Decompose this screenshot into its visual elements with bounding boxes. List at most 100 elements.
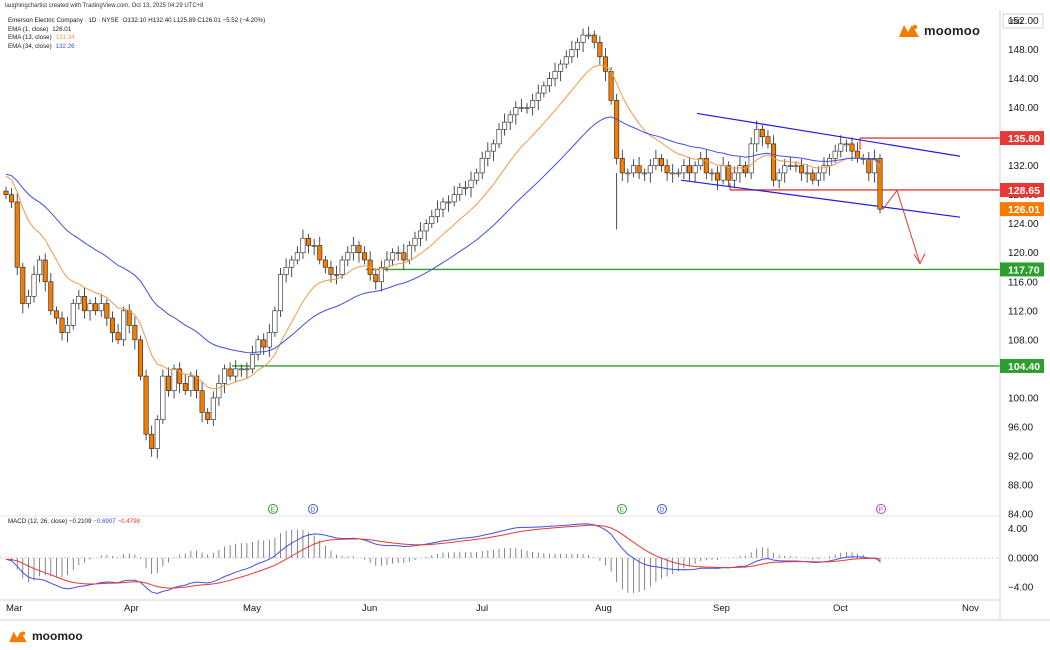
candle-up bbox=[266, 332, 272, 348]
candle-down bbox=[703, 158, 709, 174]
candle-up bbox=[244, 368, 250, 371]
candle-down bbox=[14, 201, 20, 268]
candle-up bbox=[827, 158, 833, 166]
y-tick-label: 88.00 bbox=[1008, 480, 1033, 491]
candle-down bbox=[636, 165, 642, 174]
y-tick-label: 100.00 bbox=[1008, 393, 1039, 404]
candle-up bbox=[87, 303, 93, 312]
candle-up bbox=[37, 259, 43, 275]
event-marker-label: D bbox=[311, 507, 316, 514]
price-label-box bbox=[1000, 262, 1044, 277]
ema1-value: 126.01 bbox=[52, 25, 72, 33]
ema1-label[interactable]: EMA (1, close) bbox=[8, 25, 49, 33]
footer-moomoo-logo: moomoo bbox=[8, 629, 83, 643]
currency-box[interactable] bbox=[1002, 13, 1044, 29]
candle-down bbox=[132, 325, 138, 341]
candle-up bbox=[457, 187, 463, 195]
projection-arrow bbox=[882, 189, 921, 264]
macd-line bbox=[5, 523, 881, 595]
candle-up bbox=[300, 237, 306, 254]
moomoo-logo: moomoo bbox=[898, 22, 980, 38]
candle-up bbox=[793, 165, 799, 167]
event-marker-label: E bbox=[620, 507, 625, 514]
candle-up bbox=[843, 143, 849, 146]
macd-legend: MACD (12, 26, close) −0.2109 −0.6907 −0.… bbox=[8, 518, 140, 525]
candle-up bbox=[462, 187, 468, 189]
candle-down bbox=[53, 310, 59, 319]
candle-up bbox=[709, 172, 715, 175]
candle-up bbox=[339, 259, 345, 275]
candle-up bbox=[558, 63, 564, 72]
price-label-box bbox=[1000, 358, 1044, 373]
candle-up bbox=[776, 172, 782, 181]
x-tick-label: Mar bbox=[6, 603, 22, 614]
macd-label[interactable]: MACD (12, 26, close) bbox=[8, 518, 68, 525]
candle-up bbox=[507, 114, 513, 123]
y-tick-label: 120.00 bbox=[1008, 248, 1039, 259]
ema13-label[interactable]: EMA (13, close) bbox=[8, 34, 52, 42]
candle-up bbox=[210, 397, 216, 420]
ema34-value: 132.26 bbox=[55, 42, 75, 50]
candle-down bbox=[20, 266, 26, 304]
candle-up bbox=[524, 107, 530, 109]
candle-up bbox=[238, 368, 244, 371]
candle-up bbox=[76, 295, 82, 304]
macd-signal-line bbox=[5, 524, 881, 589]
y-tick-label: 140.00 bbox=[1008, 103, 1039, 114]
event-marker[interactable] bbox=[876, 504, 886, 514]
candle-up bbox=[754, 129, 760, 145]
macd-value-2: −0.6907 bbox=[93, 518, 116, 525]
candle-down bbox=[614, 100, 620, 159]
symbol-title[interactable]: Emerson Electric Company · 1D · NYSE bbox=[8, 17, 119, 24]
candle-down bbox=[193, 375, 199, 391]
candle-down bbox=[866, 158, 872, 174]
event-marker[interactable] bbox=[617, 504, 627, 514]
candle-up bbox=[838, 143, 844, 152]
event-marker-label: E bbox=[271, 507, 276, 514]
candle-up bbox=[468, 179, 474, 188]
candle-up bbox=[350, 245, 356, 254]
candle-up bbox=[871, 158, 877, 174]
candle-up bbox=[294, 252, 300, 261]
candle-down bbox=[356, 245, 362, 254]
y-tick-label: 112.00 bbox=[1008, 306, 1038, 317]
candle-up bbox=[541, 85, 547, 94]
candle-down bbox=[42, 259, 48, 283]
channel-top-line bbox=[696, 112, 961, 157]
candle-up bbox=[535, 92, 541, 101]
candle-down bbox=[658, 158, 664, 166]
candle-up bbox=[580, 34, 586, 43]
candle-up bbox=[272, 310, 278, 333]
y-tick-label: 152.00 bbox=[1008, 16, 1039, 27]
price-label-box bbox=[1000, 131, 1044, 146]
event-marker[interactable] bbox=[268, 504, 278, 514]
candle-down bbox=[137, 339, 143, 377]
candle-down bbox=[227, 368, 233, 377]
candle-up bbox=[625, 172, 631, 175]
event-marker[interactable] bbox=[308, 504, 318, 514]
candle-up bbox=[720, 165, 726, 181]
candle-up bbox=[474, 172, 480, 181]
candle-up bbox=[395, 252, 401, 255]
candle-up bbox=[250, 354, 256, 370]
candle-up bbox=[782, 165, 788, 174]
candle-up bbox=[334, 274, 340, 276]
candle-up bbox=[233, 368, 239, 377]
event-marker[interactable] bbox=[657, 504, 667, 514]
candle-down bbox=[664, 165, 670, 174]
y-tick-label: 96.00 bbox=[1008, 422, 1033, 433]
candle-up bbox=[502, 121, 508, 130]
candle-up bbox=[121, 310, 127, 341]
y-tick-label: 124.00 bbox=[1008, 219, 1039, 230]
candle-down bbox=[165, 375, 171, 391]
candle-down bbox=[687, 165, 693, 174]
candle-down bbox=[328, 266, 334, 275]
candle-up bbox=[188, 375, 194, 391]
ema34-label[interactable]: EMA (34, close) bbox=[8, 42, 52, 50]
price-label: 117.70 bbox=[1008, 264, 1040, 276]
candle-up bbox=[630, 165, 636, 174]
candle-down bbox=[849, 143, 855, 152]
x-tick-label: Apr bbox=[124, 603, 139, 614]
candle-down bbox=[199, 390, 205, 413]
